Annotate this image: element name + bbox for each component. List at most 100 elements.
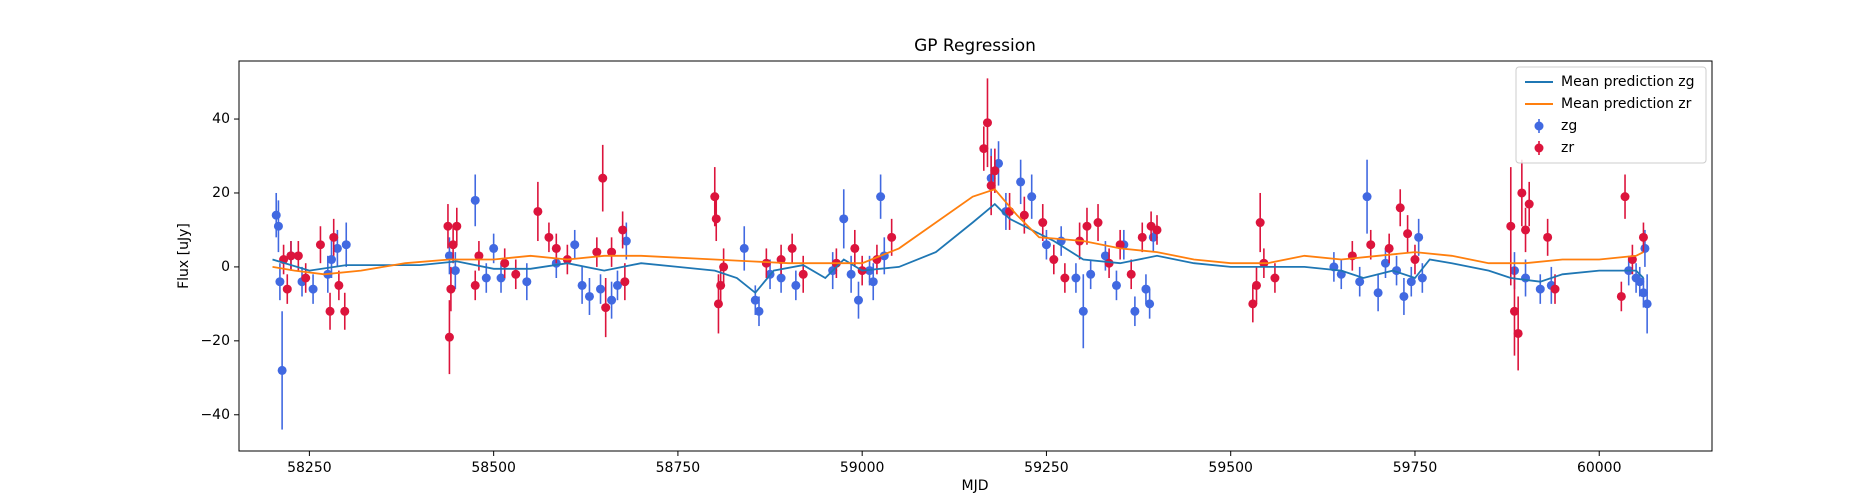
data-point (1642, 299, 1652, 309)
x-tick-label: 58750 (656, 460, 701, 476)
data-point (1638, 232, 1648, 242)
data-point (1152, 225, 1162, 235)
data-point (301, 273, 311, 283)
chart-title: GP Regression (914, 36, 1036, 56)
data-point (470, 280, 480, 290)
data-point (592, 247, 602, 257)
data-point (986, 181, 996, 191)
prediction-line (272, 188, 1644, 276)
data-point (1141, 284, 1151, 294)
data-point (489, 243, 499, 253)
data-point (544, 232, 554, 242)
data-point (271, 210, 281, 220)
data-point (853, 295, 863, 305)
data-point (1635, 277, 1645, 287)
legend-box (1515, 66, 1707, 164)
legend-label: Mean prediction zg (1561, 74, 1695, 90)
data-point (1403, 229, 1413, 239)
data-point (754, 306, 764, 316)
data-point (598, 173, 608, 183)
data-point (1638, 288, 1648, 298)
data-point (994, 158, 1004, 168)
data-point (444, 251, 454, 261)
data-point (334, 280, 344, 290)
data-point (329, 232, 339, 242)
x-tick-label: 59750 (1393, 460, 1438, 476)
data-point (711, 214, 721, 224)
data-point (1093, 218, 1103, 228)
data-point (533, 206, 543, 216)
data-point (570, 240, 580, 250)
data-point (839, 214, 849, 224)
data-point (1362, 192, 1372, 202)
x-tick-label: 59000 (840, 460, 885, 476)
data-point (1100, 251, 1110, 261)
data-point (1041, 240, 1051, 250)
data-point (791, 280, 801, 290)
data-point (787, 243, 797, 253)
data-point (444, 332, 454, 342)
data-point (577, 280, 587, 290)
data-point (1016, 177, 1026, 187)
data-point (620, 277, 630, 287)
legend: Mean prediction zg Mean prediction zr zg zr (1515, 66, 1707, 164)
data-point (750, 295, 760, 305)
data-point (1145, 299, 1155, 309)
data-point (1130, 306, 1140, 316)
data-point (1410, 255, 1420, 265)
data-point (1384, 243, 1394, 253)
data-point (1115, 240, 1125, 250)
prediction-line (272, 202, 1645, 295)
data-point (607, 295, 617, 305)
y-tick-label: −40 (200, 407, 230, 423)
data-point (887, 232, 897, 242)
legend-label: zr (1561, 140, 1574, 156)
data-point (474, 251, 484, 261)
legend-swatch (1534, 121, 1544, 131)
data-point (1535, 284, 1545, 294)
data-point (332, 243, 342, 253)
data-point (308, 284, 318, 294)
data-point (1521, 225, 1531, 235)
data-point (850, 243, 860, 253)
data-point (798, 269, 808, 279)
data-point (713, 299, 723, 309)
data-point (1517, 188, 1527, 198)
data-point (511, 269, 521, 279)
data-point (990, 166, 1000, 176)
data-point (277, 365, 287, 375)
data-point (1137, 232, 1147, 242)
data-point (282, 284, 292, 294)
data-point (1506, 221, 1516, 231)
data-point (1620, 192, 1630, 202)
x-axis-label: MJD (962, 478, 989, 494)
data-point (1524, 199, 1534, 209)
plot-frame (238, 60, 1713, 452)
data-point (1038, 218, 1048, 228)
data-point (275, 277, 285, 287)
data-point (1060, 273, 1070, 283)
data-point (1104, 258, 1114, 268)
data-point (1373, 288, 1383, 298)
data-point (1366, 240, 1376, 250)
data-point (1395, 203, 1405, 213)
data-point (584, 291, 594, 301)
y-tick-label: 40 (212, 111, 230, 127)
data-point (776, 273, 786, 283)
data-point (1086, 269, 1096, 279)
data-point (1126, 269, 1136, 279)
legend-swatch (1534, 143, 1544, 153)
data-point (612, 280, 622, 290)
y-tick-label: 0 (221, 259, 230, 275)
data-point (340, 306, 350, 316)
data-point (761, 258, 771, 268)
x-tick-label: 59250 (1024, 460, 1069, 476)
data-point (1417, 273, 1427, 283)
data-point (1049, 255, 1059, 265)
legend-label: zg (1561, 118, 1577, 134)
data-point (1255, 218, 1265, 228)
data-point (710, 192, 720, 202)
x-tick-label: 58500 (471, 460, 516, 476)
data-point (1252, 280, 1262, 290)
